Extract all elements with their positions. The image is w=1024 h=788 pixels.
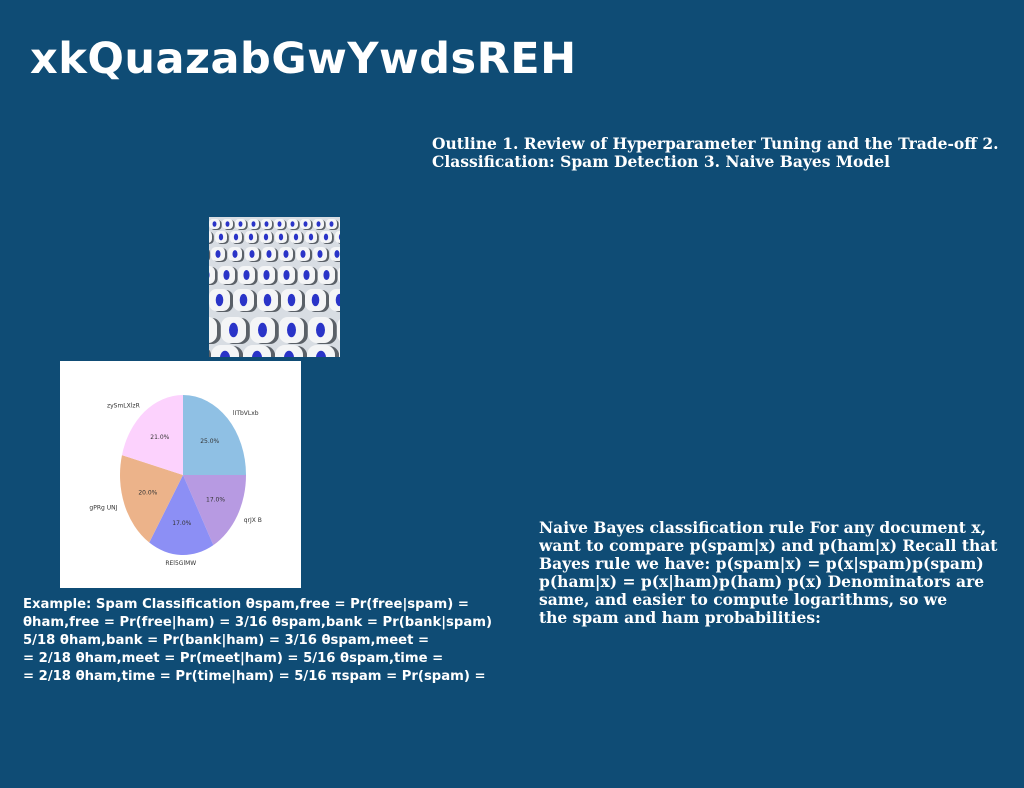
seat-icon [278,266,298,285]
seat-icon [235,219,248,230]
seat-icon [218,266,238,285]
pie-slice-label: gPRg UNJ [89,504,117,511]
seat-icon [230,231,244,244]
seat-icon [250,317,279,344]
seat-icon [211,247,227,262]
seat-icon [248,219,261,230]
seat-icon [245,247,261,262]
seat-icon [245,231,259,244]
pie-percent-label: 20.0% [138,490,157,497]
stadium-seats-image [209,217,340,357]
seat-icon [233,289,257,312]
pie-slice-label: REl5GlMW [165,560,196,567]
seat-icon [228,247,244,262]
pie-slice-label: zySmLXlzR [107,402,140,409]
seat-icon [279,317,308,344]
seat-icon [257,289,281,312]
pie-chart: 25.0% lITbVLxb 17.0% qrJX B 17.0% REl5GlMW 20.… [60,361,301,588]
seat-icon [326,219,339,230]
seat-icon [215,231,229,244]
seat-icon [261,219,274,230]
example-text: Example: Spam Classification θspam,free … [23,596,535,686]
seat-icon [313,219,326,230]
seat-icon [209,219,222,230]
seat-icon [290,231,304,244]
outline-text: Outline 1. Review of Hyperparameter Tuni… [432,135,1022,171]
seat-icon [222,219,235,230]
seat-icon [221,317,250,344]
seat-icon [308,317,337,344]
pie-percent-label: 17.0% [206,496,225,503]
pie-percent-label: 21.0% [150,434,169,441]
pie-percent-label: 17.0% [172,520,191,527]
pie-slice [183,395,246,475]
seat-icon [305,231,319,244]
seat-icon [258,266,278,285]
seat-icon [238,266,258,285]
pie-percent-label: 25.0% [200,438,219,445]
seat-icon [313,247,329,262]
seat-icon [281,289,305,312]
seat-icon [275,231,289,244]
naive-bayes-text: Naive Bayes classification rule For any … [539,519,1024,627]
slide-title: xkQuazabGwYwdsREH [30,34,577,84]
seat-icon [300,219,313,230]
seat-icon [262,247,278,262]
seat-icon [298,266,318,285]
seat-icon [318,266,338,285]
seat-icon [305,289,329,312]
seat-icon [279,247,295,262]
seat-icon [274,219,287,230]
seat-icon [287,219,300,230]
seat-icon [296,247,312,262]
pie-slice-label: lITbVLxb [233,410,259,417]
pie-slice-label: qrJX B [244,517,262,524]
seat-icon [320,231,334,244]
seat-icon [209,289,233,312]
seat-icon [260,231,274,244]
